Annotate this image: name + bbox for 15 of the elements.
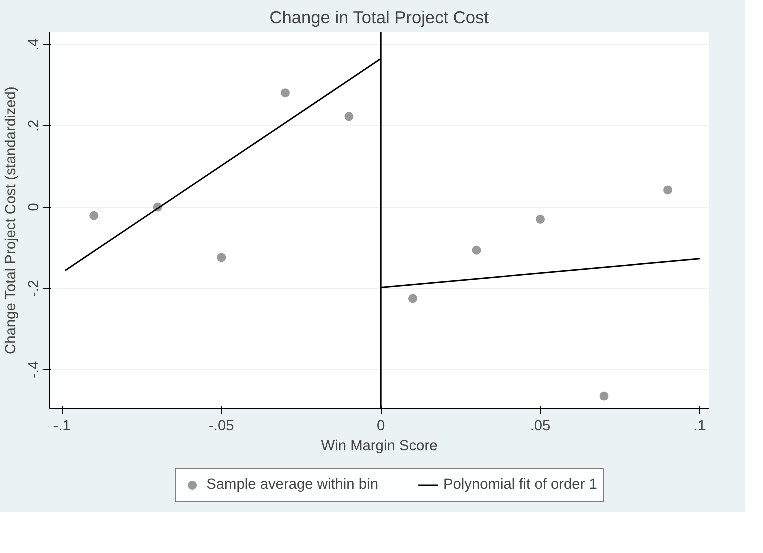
y-tick-label: 0 <box>26 203 42 212</box>
y-tick-label: -.2 <box>26 280 42 298</box>
x-tick-label: -.1 <box>54 418 71 434</box>
x-tick-label: 0 <box>377 418 386 434</box>
legend-label: Polynomial fit of order 1 <box>443 476 598 492</box>
x-tick-label: .1 <box>694 418 706 434</box>
chart-title: Change in Total Project Cost <box>270 8 490 28</box>
x-tick-label: -.05 <box>209 418 234 434</box>
x-axis-title: Win Margin Score <box>321 438 438 454</box>
x-tick-label: .05 <box>530 418 551 434</box>
legend-label: Sample average within bin <box>206 476 378 492</box>
y-tick-label: .4 <box>26 38 42 51</box>
y-tick-label: .2 <box>26 120 42 132</box>
y-axis-title: Change Total Project Cost (standardized) <box>4 86 20 355</box>
y-tick-label: -.4 <box>26 361 42 378</box>
